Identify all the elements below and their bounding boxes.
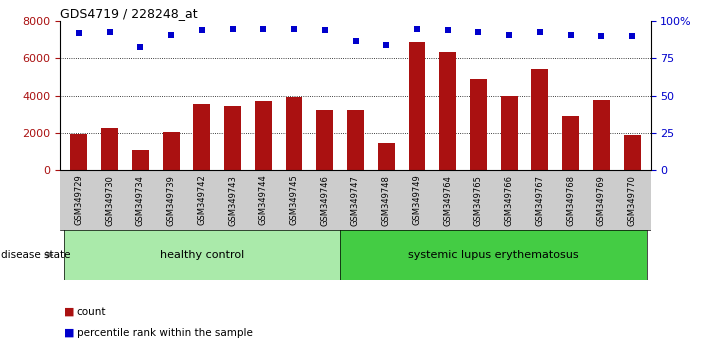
Bar: [163, 132, 180, 170]
Bar: [193, 104, 210, 170]
Text: GSM349745: GSM349745: [289, 175, 299, 225]
Bar: [562, 116, 579, 170]
Point: [565, 32, 577, 38]
Bar: [439, 52, 456, 170]
Text: ■: ■: [64, 307, 75, 316]
Text: systemic lupus erythematosus: systemic lupus erythematosus: [409, 250, 579, 260]
Point: [73, 30, 85, 36]
Bar: [531, 69, 548, 170]
Text: healthy control: healthy control: [160, 250, 244, 260]
Point: [350, 38, 361, 44]
Point: [503, 32, 515, 38]
Text: GSM349766: GSM349766: [505, 175, 513, 226]
Bar: [132, 150, 149, 170]
Point: [166, 32, 177, 38]
Bar: [255, 101, 272, 170]
Bar: [316, 110, 333, 170]
Text: GDS4719 / 228248_at: GDS4719 / 228248_at: [60, 7, 198, 20]
Bar: [624, 135, 641, 170]
Text: GSM349768: GSM349768: [566, 175, 575, 226]
Text: GSM349734: GSM349734: [136, 175, 145, 225]
Text: GSM349770: GSM349770: [628, 175, 636, 225]
Point: [473, 29, 484, 34]
Point: [442, 27, 454, 33]
Bar: [347, 110, 364, 170]
Bar: [224, 106, 241, 170]
Bar: [70, 134, 87, 170]
Point: [289, 26, 300, 32]
Text: GSM349743: GSM349743: [228, 175, 237, 225]
Bar: [63, 230, 340, 280]
Bar: [593, 100, 610, 170]
Point: [319, 27, 331, 33]
Bar: [286, 97, 302, 170]
Point: [134, 44, 146, 49]
Text: GSM349769: GSM349769: [597, 175, 606, 225]
Text: GSM349765: GSM349765: [474, 175, 483, 225]
Bar: [501, 96, 518, 170]
Text: GSM349739: GSM349739: [166, 175, 176, 225]
Point: [534, 29, 545, 34]
Point: [596, 33, 607, 39]
Point: [227, 26, 238, 32]
Bar: [409, 42, 425, 170]
Bar: [378, 143, 395, 170]
Point: [411, 26, 422, 32]
Bar: [470, 79, 487, 170]
Point: [626, 33, 638, 39]
Text: GSM349764: GSM349764: [443, 175, 452, 225]
Text: count: count: [77, 307, 106, 316]
Point: [257, 26, 269, 32]
Point: [380, 42, 392, 48]
Text: GSM349729: GSM349729: [75, 175, 83, 225]
Text: GSM349730: GSM349730: [105, 175, 114, 225]
Bar: [101, 128, 118, 170]
Text: GSM349749: GSM349749: [412, 175, 422, 225]
Text: ■: ■: [64, 328, 75, 338]
Text: GSM349748: GSM349748: [382, 175, 391, 225]
Bar: [340, 230, 648, 280]
Point: [196, 27, 208, 33]
Text: GSM349747: GSM349747: [351, 175, 360, 225]
Text: GSM349767: GSM349767: [535, 175, 545, 226]
Point: [104, 29, 115, 34]
Text: GSM349746: GSM349746: [320, 175, 329, 225]
Text: GSM349744: GSM349744: [259, 175, 268, 225]
Text: GSM349742: GSM349742: [198, 175, 206, 225]
Text: disease state: disease state: [1, 250, 71, 260]
Text: percentile rank within the sample: percentile rank within the sample: [77, 328, 252, 338]
